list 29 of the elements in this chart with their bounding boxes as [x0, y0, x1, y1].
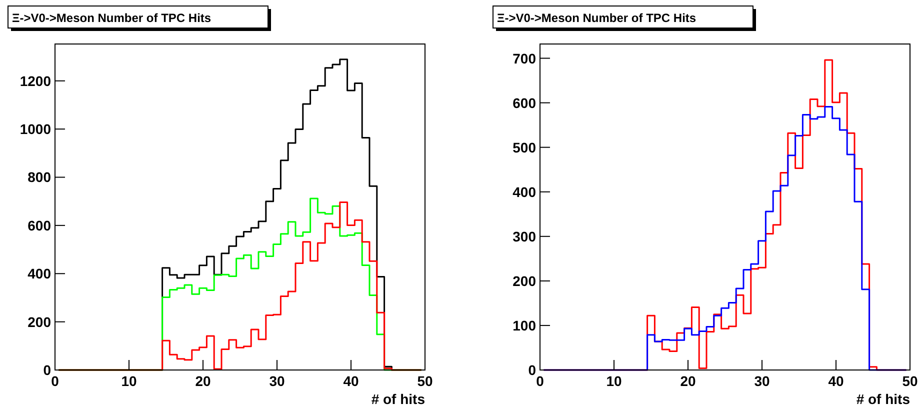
x-tick-label: 40 — [828, 373, 844, 389]
y-tick-label: 0 — [43, 362, 52, 378]
x-axis-title: # of hits — [371, 391, 426, 407]
x-tick-label: 20 — [195, 373, 211, 389]
x-tick-label: 30 — [754, 373, 770, 389]
y-tick-label: 1200 — [20, 72, 52, 89]
y-tick-label: 600 — [28, 217, 52, 234]
y-tick-label: 200 — [512, 272, 536, 289]
y-tick-label: 600 — [512, 94, 536, 111]
y-tick-label: 200 — [28, 314, 52, 330]
x-tick-label: 40 — [343, 373, 359, 389]
x-tick-label: 50 — [902, 373, 918, 389]
y-tick-label: 700 — [512, 50, 536, 66]
y-tick-label: 400 — [512, 184, 536, 200]
x-tick-label: 50 — [417, 373, 433, 389]
x-tick-label: 10 — [606, 373, 622, 389]
y-tick-label: 500 — [512, 139, 536, 156]
x-tick-label: 30 — [269, 373, 285, 389]
y-tick-label: 0 — [528, 362, 536, 378]
x-tick-label: 20 — [680, 373, 696, 389]
y-tick-label: 100 — [512, 317, 536, 334]
y-tick-label: 800 — [28, 169, 52, 186]
chart-title: Ξ->V0->Meson Number of TPC Hits — [12, 11, 212, 25]
y-tick-label: 1000 — [20, 121, 52, 138]
x-axis-title: # of hits — [856, 391, 910, 407]
y-tick-label: 400 — [28, 266, 52, 282]
x-tick-label: 10 — [121, 373, 137, 389]
y-tick-label: 300 — [512, 228, 536, 244]
chart-title: Ξ->V0->Meson Number of TPC Hits — [497, 11, 696, 25]
